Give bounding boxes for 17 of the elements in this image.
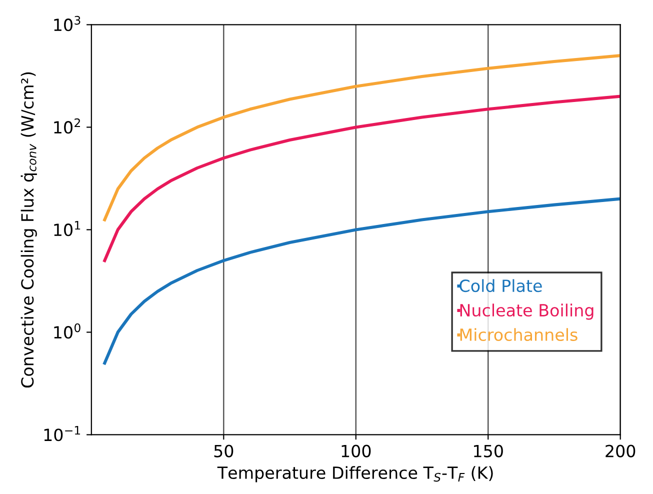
y-tick-label: 10$^{−1}$ xyxy=(44,426,80,442)
y-axis-title: Convective Cooling Flux q̇$_{conv}$ (W/cm²) xyxy=(20,72,37,388)
legend-label: Microchannels xyxy=(460,328,578,342)
y-tick-label: 10$^{3}$ xyxy=(54,16,80,32)
y-tick-label: 10$^{1}$ xyxy=(54,221,80,236)
y-tick-label: 10$^{2}$ xyxy=(54,118,80,134)
x-tick-label: 200 xyxy=(606,444,636,458)
line-series xyxy=(103,197,620,365)
x-tick-label: 50 xyxy=(214,444,234,458)
x-tick-label: 100 xyxy=(342,444,371,458)
line-series xyxy=(103,94,620,262)
x-tick-label: 150 xyxy=(474,444,503,458)
x-axis-title: Temperature Difference T$_{S}$-T$_{F}$ (K) xyxy=(217,466,493,482)
legend-label: Cold Plate xyxy=(460,279,542,292)
line-series xyxy=(103,54,620,222)
y-tick-label: 10$^{0}$ xyxy=(54,323,80,339)
legend-label: Nucleate Boiling xyxy=(460,304,594,320)
